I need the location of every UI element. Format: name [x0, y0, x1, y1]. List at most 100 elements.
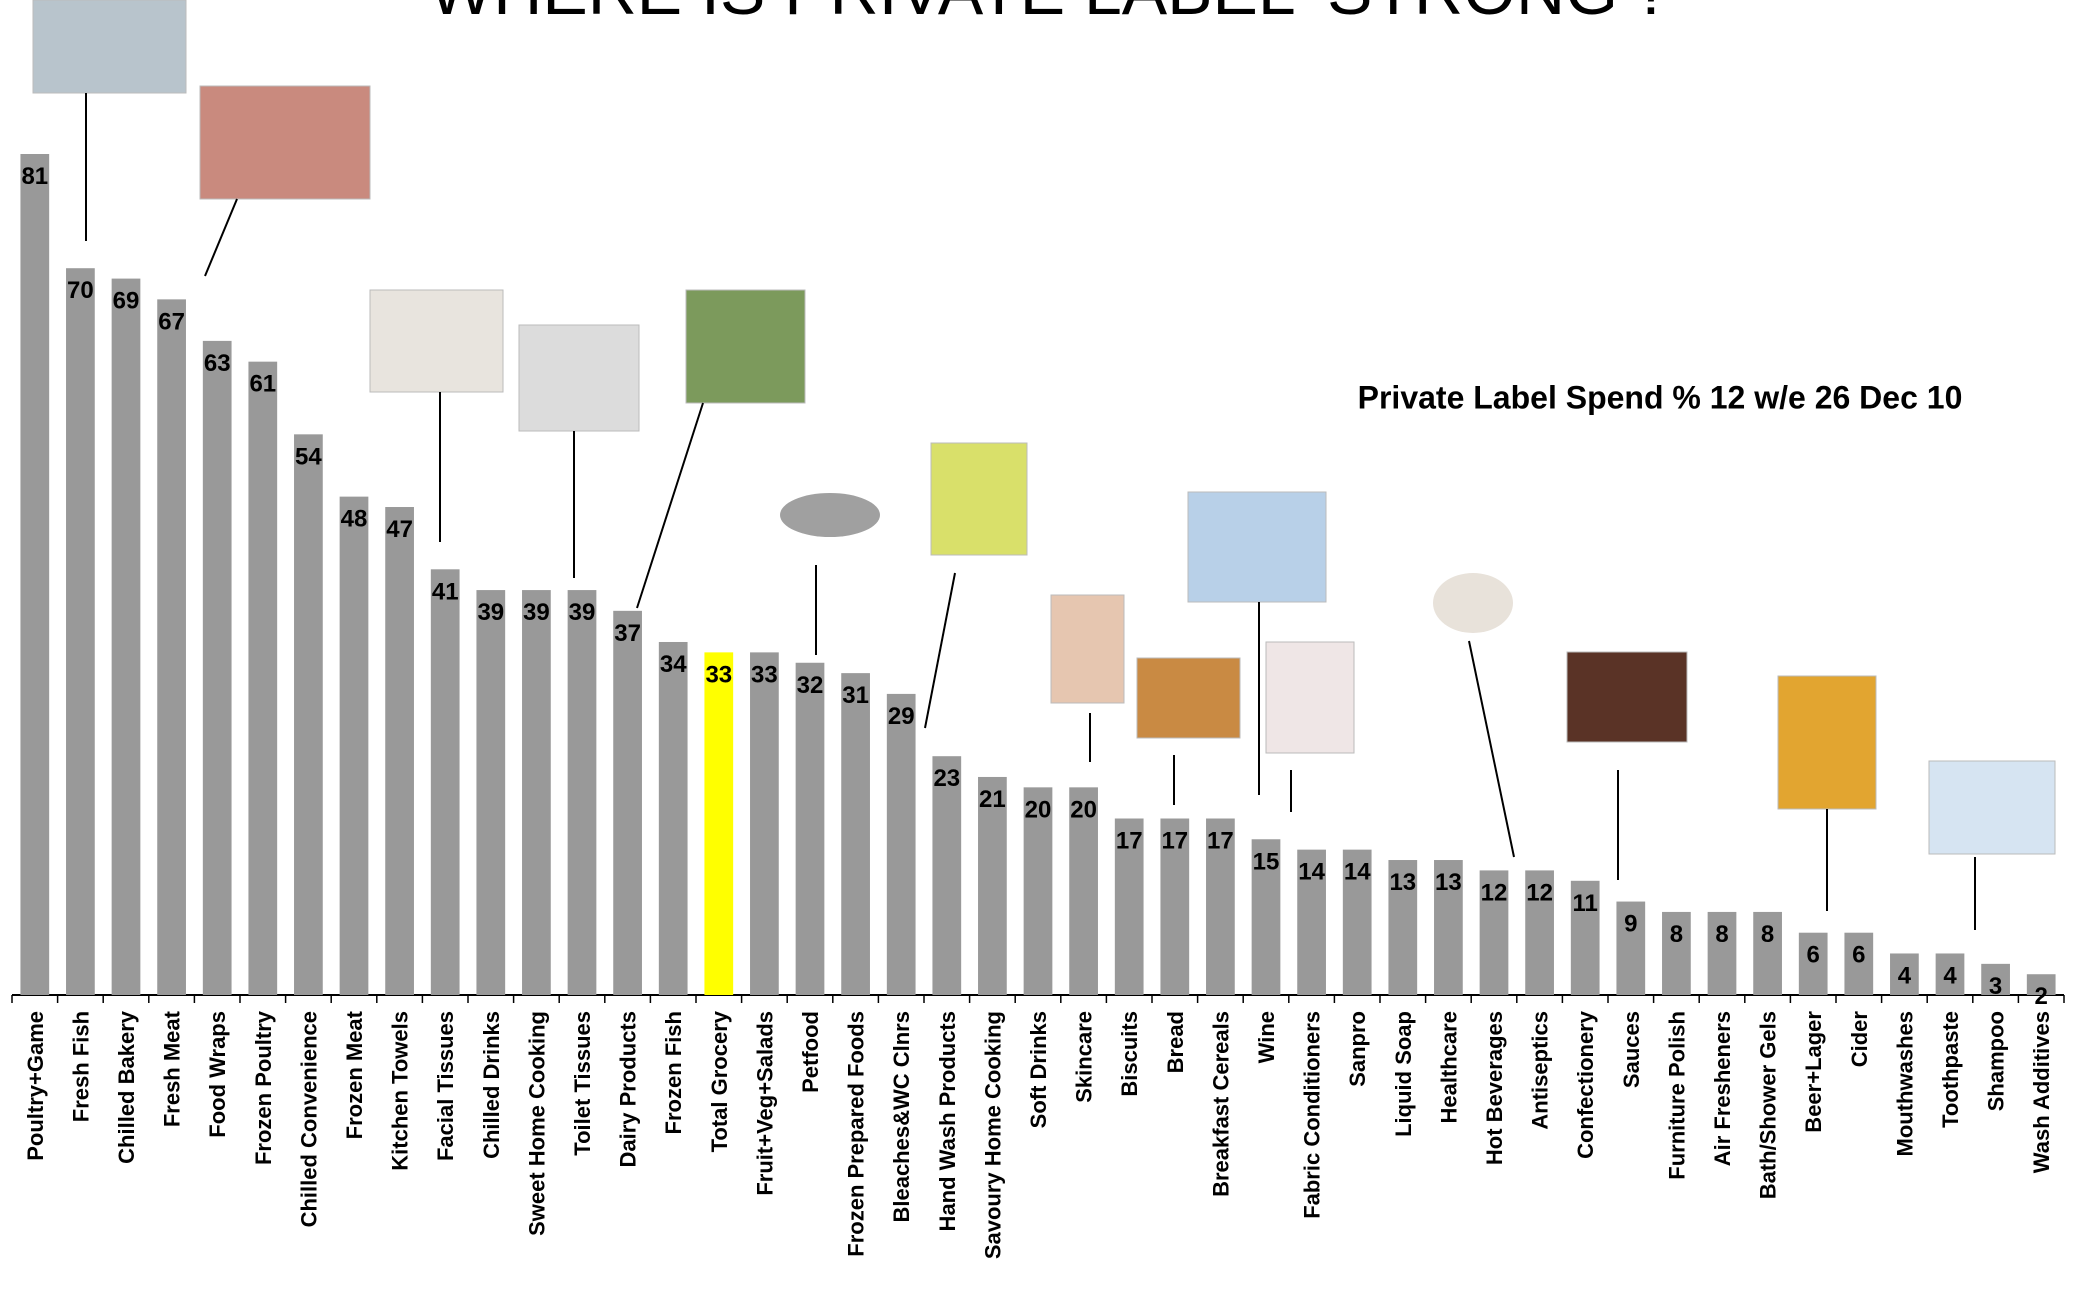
- value-label: 12: [1526, 879, 1553, 906]
- x-tick-label: Facial Tissues: [433, 1011, 458, 1161]
- bar: [1160, 818, 1190, 995]
- value-label: 13: [1435, 869, 1462, 896]
- chart-title: WHERE IS PRIVATE LABEL ‘STRONG’?: [429, 0, 1671, 29]
- bar: [111, 278, 141, 995]
- x-tick-label: Food Wraps: [205, 1011, 230, 1138]
- x-tick-label: Toothpaste: [1938, 1011, 1963, 1128]
- cow-image: [685, 289, 806, 404]
- value-label: 33: [751, 661, 778, 688]
- bar: [567, 590, 597, 995]
- bar: [1981, 963, 2010, 995]
- petfood-image: [780, 493, 880, 537]
- value-label: 31: [842, 682, 869, 709]
- bar: [1662, 911, 1691, 995]
- x-tick-label: Sauces: [1619, 1011, 1644, 1088]
- bar: [339, 496, 369, 995]
- x-tick-label: Furniture Polish: [1664, 1011, 1689, 1180]
- bar: [750, 652, 779, 995]
- value-label: 39: [523, 599, 550, 626]
- bar: [248, 361, 278, 996]
- bar: [1251, 839, 1281, 995]
- bar: [1616, 901, 1646, 995]
- value-label: 12: [1481, 879, 1508, 906]
- value-label: 4: [1898, 962, 1912, 989]
- value-label: 54: [295, 443, 322, 470]
- value-label: 9: [1624, 911, 1637, 938]
- value-label: 17: [1207, 827, 1234, 854]
- toilet-roll-image: [518, 324, 640, 432]
- x-tick-label: Hot Beverages: [1482, 1011, 1507, 1165]
- value-label: 69: [113, 288, 140, 315]
- x-tick-label: Mouthwashes: [1892, 1011, 1917, 1156]
- value-label: 39: [477, 599, 504, 626]
- illustrations: [32, 0, 2056, 930]
- value-label: 70: [67, 277, 94, 304]
- connector: [636, 402, 704, 609]
- bar: [1114, 818, 1144, 995]
- bar: [704, 652, 734, 995]
- value-label: 17: [1116, 827, 1143, 854]
- value-label: 47: [386, 516, 413, 543]
- bar: [978, 776, 1007, 995]
- value-label: 63: [204, 350, 231, 377]
- value-label: 8: [1715, 921, 1728, 948]
- x-tick-label: Skincare: [1072, 1011, 1097, 1103]
- value-label: 14: [1344, 859, 1371, 886]
- x-tick-label: Biscuits: [1117, 1011, 1142, 1097]
- x-tick-label: Liquid Soap: [1391, 1011, 1416, 1137]
- value-label: 39: [569, 599, 596, 626]
- value-label: 33: [705, 661, 732, 688]
- bar: [430, 569, 460, 995]
- bar: [294, 434, 323, 995]
- bar: [613, 610, 642, 995]
- bar: [522, 590, 551, 995]
- bar: [1342, 849, 1372, 995]
- bar: [1206, 818, 1235, 995]
- bar: [658, 641, 688, 995]
- bar: [1798, 932, 1828, 995]
- value-label: 20: [1070, 796, 1097, 823]
- x-tick-label: Frozen Fish: [661, 1011, 686, 1134]
- fish-image: [32, 0, 187, 94]
- toothbrush-image: [1928, 760, 2056, 855]
- bar: [1479, 870, 1509, 995]
- value-label: 17: [1161, 827, 1188, 854]
- x-tick-label: Confectionery: [1573, 1010, 1598, 1159]
- bar: [1890, 953, 1919, 995]
- x-tick-label: Savoury Home Cooking: [980, 1011, 1005, 1259]
- bar: [795, 662, 825, 995]
- bar: [2026, 974, 2056, 995]
- value-label: 32: [797, 672, 824, 699]
- bar: [932, 756, 962, 995]
- value-label: 29: [888, 703, 915, 730]
- value-label: 67: [158, 308, 185, 335]
- value-label: 4: [1943, 962, 1957, 989]
- x-tick-label: Fabric Conditioners: [1300, 1011, 1325, 1219]
- meat-image: [199, 85, 371, 200]
- x-tick-label: Chilled Drinks: [479, 1011, 504, 1159]
- bar: [1297, 849, 1326, 995]
- bar: [1069, 787, 1098, 995]
- value-label: 48: [341, 506, 368, 533]
- value-label: 37: [614, 620, 641, 647]
- tea-image: [1433, 573, 1513, 633]
- x-tick-label: Kitchen Towels: [388, 1011, 413, 1171]
- wine-image: [1265, 641, 1355, 754]
- x-tick-label: Air Fresheners: [1710, 1011, 1735, 1166]
- value-label: 8: [1670, 921, 1683, 948]
- value-label: 41: [432, 578, 459, 605]
- bar: [66, 268, 95, 996]
- bar: [202, 340, 232, 995]
- x-tick-label: Healthcare: [1436, 1011, 1461, 1124]
- value-label: 61: [249, 371, 276, 398]
- value-label: 6: [1852, 942, 1865, 969]
- bar: [1753, 911, 1782, 995]
- bar: [1707, 911, 1737, 995]
- x-tick-label: Breakfast Cereals: [1208, 1011, 1233, 1197]
- value-label: 81: [21, 163, 48, 190]
- x-tick-label: Chilled Convenience: [296, 1011, 321, 1227]
- value-label: 13: [1389, 869, 1416, 896]
- x-tick-label: Sanpro: [1345, 1011, 1370, 1087]
- x-tick-label: Hand Wash Products: [935, 1011, 960, 1231]
- bar: [20, 154, 50, 995]
